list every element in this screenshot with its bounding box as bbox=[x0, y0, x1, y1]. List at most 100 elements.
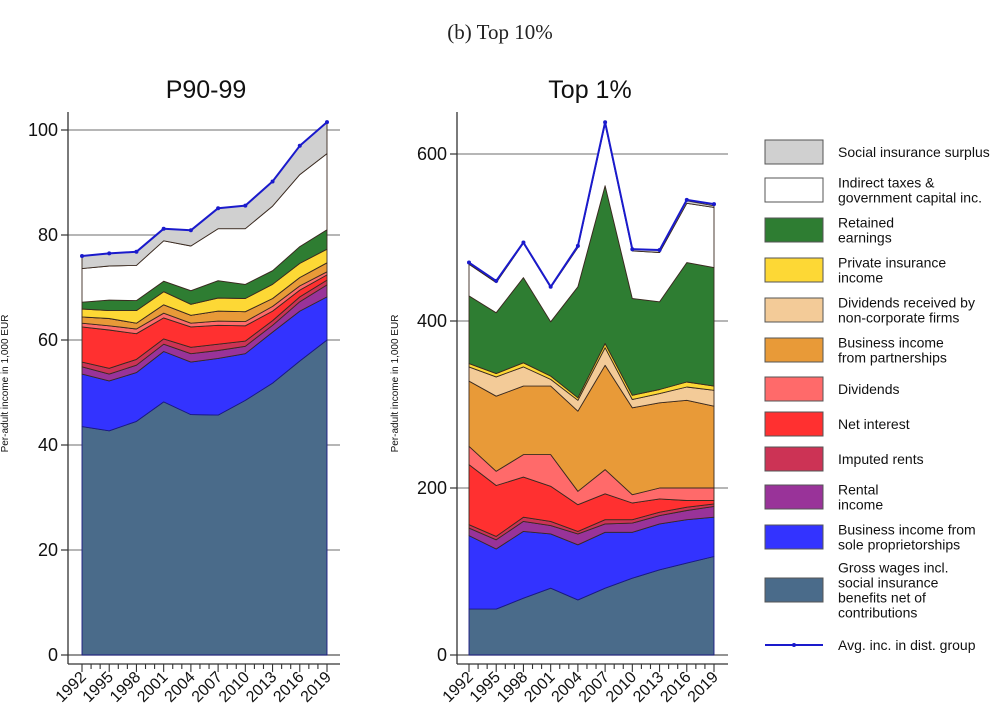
avg-income-point bbox=[80, 254, 84, 258]
avg-income-point bbox=[494, 278, 499, 283]
x-tick-label: 2007 bbox=[576, 669, 613, 706]
y-tick-label: 20 bbox=[38, 540, 58, 560]
legend-label: Dividends bbox=[838, 381, 899, 397]
x-tick-label: 2001 bbox=[521, 669, 558, 706]
panel-top-1pct: Top 1%Per-adult income in 1,000 EUR02004… bbox=[390, 76, 728, 706]
y-tick-label: 100 bbox=[28, 120, 58, 140]
avg-income-point bbox=[270, 179, 275, 184]
legend-label: Avg. inc. in dist. group bbox=[838, 637, 976, 653]
x-tick-label: 2004 bbox=[549, 669, 586, 706]
legend-label: non-corporate firms bbox=[838, 310, 959, 326]
legend-label: Gross wages incl. bbox=[838, 560, 948, 576]
legend: Social insurance surplus Indirect taxes &… bbox=[764, 139, 990, 653]
avg-income-point bbox=[134, 249, 139, 254]
legend-label: earnings bbox=[838, 230, 892, 246]
y-tick-label: 0 bbox=[48, 645, 58, 665]
legend-label: Dividends received by bbox=[838, 295, 975, 311]
y-tick-label: 400 bbox=[417, 311, 447, 331]
avg-income-point bbox=[216, 206, 221, 211]
legend-swatch bbox=[764, 297, 824, 323]
legend-swatch bbox=[764, 337, 824, 363]
legend-label: government capital inc. bbox=[838, 190, 982, 206]
legend-item-social-surplus: Social insurance surplus bbox=[764, 139, 990, 165]
avg-income-point bbox=[297, 143, 302, 148]
legend-label: Private insurance bbox=[838, 255, 946, 271]
avg-income-point bbox=[575, 243, 580, 248]
legend-label: Business income from bbox=[838, 522, 976, 538]
legend-item-wages: Gross wages incl.social insurancebenefit… bbox=[764, 560, 948, 621]
avg-income-point bbox=[467, 260, 471, 265]
y-tick-label: 80 bbox=[38, 225, 58, 245]
avg-income-point bbox=[325, 120, 329, 125]
avg-income-point bbox=[657, 248, 662, 253]
legend-swatch bbox=[764, 446, 824, 472]
avg-income-point bbox=[630, 247, 635, 252]
panel-title: Top 1% bbox=[548, 76, 631, 104]
x-tick-label: 1992 bbox=[53, 669, 90, 706]
x-tick-label: 2016 bbox=[270, 669, 307, 706]
y-axis-label: Per-adult income in 1,000 EUR bbox=[390, 315, 401, 453]
legend-item-imputed-rents: Imputed rents bbox=[764, 446, 924, 472]
legend-label: Imputed rents bbox=[838, 451, 924, 467]
legend-item-dividends: Dividends bbox=[764, 376, 899, 402]
legend-label: Indirect taxes & bbox=[838, 175, 935, 191]
x-tick-label: 2010 bbox=[216, 669, 253, 706]
legend-label: social insurance bbox=[838, 575, 939, 591]
avg-income-point bbox=[521, 240, 526, 245]
legend-label: income bbox=[838, 270, 883, 286]
y-tick-label: 40 bbox=[38, 435, 58, 455]
avg-income-point bbox=[188, 228, 193, 233]
x-tick-label: 1995 bbox=[467, 669, 504, 706]
legend-label: benefits net of bbox=[838, 590, 926, 606]
legend-label: contributions bbox=[838, 605, 917, 621]
legend-label: Business income bbox=[838, 335, 944, 351]
panel-p90-99: P90-99 Per-adult income in 1,000 EUR 0 20 40… bbox=[0, 76, 340, 706]
legend-swatch bbox=[764, 257, 824, 283]
y-tick-label: 60 bbox=[38, 330, 58, 350]
avg-income-point bbox=[603, 120, 608, 125]
x-tick-label: 2001 bbox=[134, 669, 171, 706]
x-tick-label: 1998 bbox=[494, 669, 531, 706]
x-tick-label: 1998 bbox=[107, 669, 144, 706]
legend-item-indirect-taxes: Indirect taxes &government capital inc. bbox=[764, 175, 982, 206]
y-tick-label: 0 bbox=[437, 645, 447, 665]
avg-income-point bbox=[684, 197, 689, 202]
legend-swatch bbox=[764, 484, 824, 510]
legend-swatch bbox=[764, 177, 824, 203]
legend-label: Social insurance surplus bbox=[838, 144, 990, 160]
x-tick-label: 1992 bbox=[440, 669, 477, 706]
x-tick-label: 2013 bbox=[630, 669, 667, 706]
y-tick-label: 600 bbox=[417, 144, 447, 164]
legend-item-net-interest: Net interest bbox=[764, 411, 910, 437]
legend-label: Net interest bbox=[838, 416, 910, 432]
x-tick-label: 2007 bbox=[189, 669, 226, 706]
legend-swatch bbox=[764, 411, 824, 437]
legend-label: from partnerships bbox=[838, 350, 947, 366]
avg-income-line bbox=[468, 121, 715, 288]
x-tick-label: 2016 bbox=[657, 669, 694, 706]
y-tick-label: 200 bbox=[417, 478, 447, 498]
avg-income-point bbox=[712, 202, 716, 207]
legend-swatch bbox=[764, 577, 824, 603]
legend-swatch bbox=[764, 524, 824, 550]
legend-label: sole proprietorships bbox=[838, 537, 960, 553]
avg-income-point bbox=[243, 203, 248, 208]
avg-income-point bbox=[107, 251, 112, 256]
x-tick-label: 1995 bbox=[80, 669, 117, 706]
avg-income-point bbox=[161, 226, 166, 231]
legend-swatch bbox=[764, 376, 824, 402]
avg-income-line bbox=[81, 121, 328, 257]
legend-label: income bbox=[838, 497, 883, 513]
legend-swatch-point bbox=[792, 643, 796, 647]
x-tick-label: 2019 bbox=[298, 669, 335, 706]
legend-swatch bbox=[764, 139, 824, 165]
avg-income-point bbox=[548, 284, 553, 289]
y-axis-label: Per-adult income in 1,000 EUR bbox=[0, 315, 11, 453]
